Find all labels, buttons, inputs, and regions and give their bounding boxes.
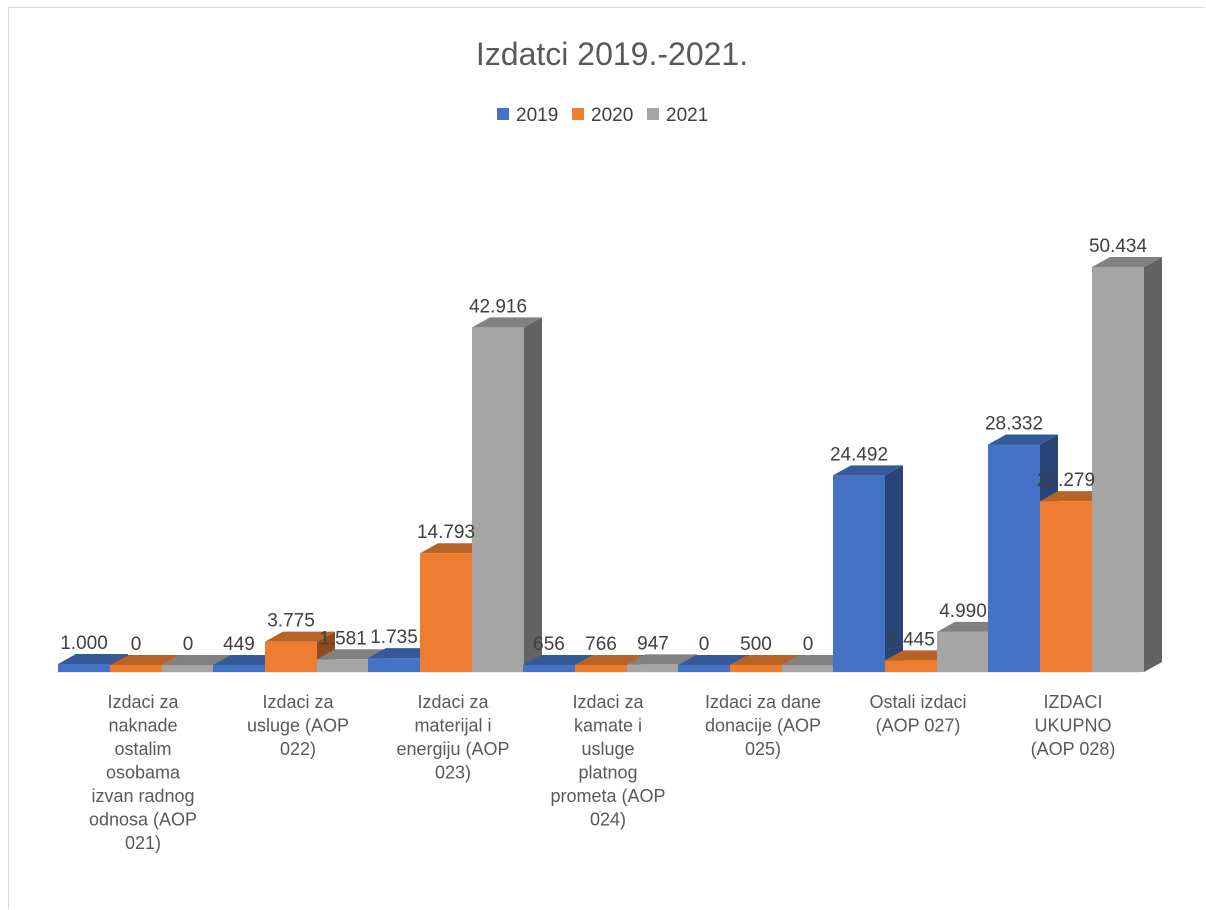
legend-label-2019: 2019 (516, 105, 558, 126)
bar-front (575, 665, 627, 672)
bar-front (1092, 267, 1144, 672)
bar-top (162, 655, 232, 665)
category-label-1: Izdaci za usluge (AOP 022) (247, 692, 349, 759)
bar-side (524, 317, 542, 672)
bar-top (472, 317, 542, 328)
bar-front (988, 444, 1040, 672)
bar-front (1040, 501, 1092, 672)
bar-top (678, 655, 748, 665)
data-label-2021-2: 42.916 (469, 296, 527, 317)
bar-top (833, 465, 903, 476)
bar-front (58, 663, 110, 672)
bar-front (627, 664, 679, 672)
bar-front (782, 665, 834, 672)
data-label-2020-1: 3.775 (267, 611, 315, 632)
data-label-2019-3: 656 (533, 634, 565, 655)
data-label-2020-6: 21.279 (1037, 470, 1095, 491)
category-label-0: Izdaci za naknade ostalim osobama izvan radn… (89, 692, 197, 853)
legend-label-2021: 2021 (666, 105, 708, 126)
legend-swatch-2019 (497, 108, 509, 120)
bar-front (420, 553, 472, 672)
bar-front (110, 665, 162, 672)
data-label-2021-0: 0 (183, 634, 194, 655)
data-label-2019-0: 1.000 (60, 633, 108, 654)
bar-front (368, 658, 420, 672)
bar-front (472, 327, 524, 672)
legend: 2019 2020 2021 (497, 105, 708, 126)
data-label-2021-1: 1.581 (319, 628, 367, 649)
data-label-2020-3: 766 (585, 634, 617, 655)
bar-top (317, 649, 387, 660)
bar-2021-2 (472, 317, 542, 672)
bar-front (937, 631, 989, 672)
bar-top (110, 655, 180, 665)
data-label-2020-0: 0 (131, 634, 142, 655)
bar-front (162, 665, 214, 672)
data-label-2020-2: 14.793 (417, 522, 475, 543)
bar-top (627, 654, 697, 665)
data-label-2019-6: 28.332 (985, 413, 1043, 434)
bar-front (730, 665, 782, 672)
category-label-3: Izdaci za kamate i usluge platnog prometa (A… (550, 692, 665, 830)
bar-front (523, 665, 575, 672)
bar-front (833, 475, 885, 672)
bar-top (730, 655, 800, 665)
data-label-2019-4: 0 (699, 634, 710, 655)
bar-top (523, 655, 593, 665)
chart-frame (8, 7, 1204, 909)
bar-top (58, 653, 128, 664)
bar-top (265, 631, 335, 642)
bar-front (317, 659, 369, 672)
data-label-2019-5: 24.492 (830, 444, 888, 465)
data-label-2019-2: 1.735 (370, 627, 418, 648)
bar-front (265, 641, 317, 672)
data-label-2021-4: 0 (803, 634, 814, 655)
bar-side (1144, 257, 1162, 672)
category-label-2: Izdaci za materijal i energiju (AOP 023) (396, 692, 509, 783)
legend-label-2020: 2020 (591, 105, 633, 126)
bar-side (885, 465, 903, 672)
data-label-2021-6: 50.434 (1089, 236, 1148, 257)
data-label-2021-5: 4.990 (939, 601, 987, 622)
bar-2021-6 (1092, 257, 1162, 672)
category-labels: Izdaci za naknade ostalim osobama izvan radn… (89, 692, 1115, 853)
bar-top (988, 434, 1058, 445)
data-label-2021-3: 947 (637, 633, 669, 654)
category-label-4: Izdaci za dane donacije (AOP 025) (705, 692, 821, 759)
category-label-6: IZDACI UKUPNO (AOP 028) (1031, 692, 1116, 759)
bar-top (1092, 257, 1162, 267)
data-label-2020-4: 500 (740, 634, 772, 655)
data-label-2019-1: 449 (223, 634, 255, 655)
bar-front (678, 665, 730, 672)
bar-front (885, 660, 937, 672)
bars (58, 257, 1162, 672)
category-label-5: Ostali izdaci (AOP 027) (869, 692, 966, 736)
data-label-2020-5: 1.445 (887, 629, 935, 650)
bar-top (575, 655, 645, 665)
chart-title: Izdatci 2019.-2021. (476, 36, 748, 72)
bar-front (213, 665, 265, 672)
legend-swatch-2021 (647, 108, 659, 120)
legend-swatch-2020 (572, 108, 584, 120)
bar-2019-5 (833, 465, 903, 672)
